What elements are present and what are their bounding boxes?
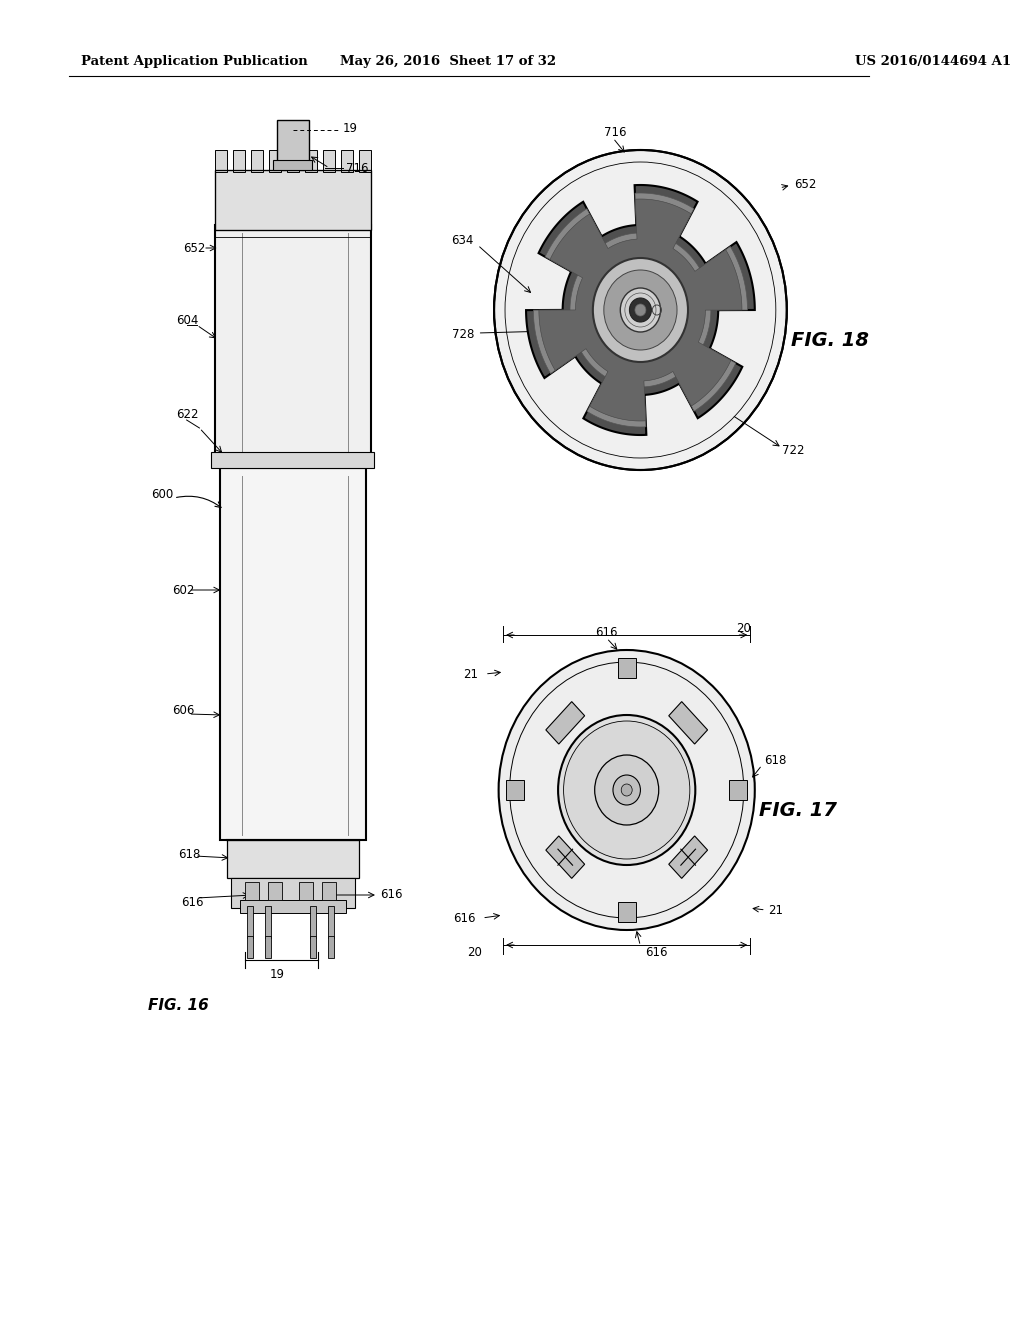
Bar [247,936,253,958]
Bar [617,902,636,921]
Circle shape [613,775,640,805]
Bar [230,878,355,908]
Circle shape [595,755,658,825]
Bar [669,702,708,744]
Bar [299,882,313,900]
Text: FIG. 17: FIG. 17 [760,800,838,820]
Text: 19: 19 [269,969,285,982]
Bar [251,150,263,172]
Bar [287,150,299,172]
Bar [322,882,336,900]
Circle shape [622,784,632,796]
Text: May 26, 2016  Sheet 17 of 32: May 26, 2016 Sheet 17 of 32 [340,55,556,69]
Polygon shape [526,185,755,436]
Text: FIG. 18: FIG. 18 [792,330,869,350]
Bar [506,780,524,800]
Bar [215,224,371,459]
Bar [310,906,315,939]
Circle shape [494,150,786,470]
Circle shape [563,721,690,859]
Text: 616: 616 [595,626,617,639]
Bar [215,150,227,172]
Text: 728: 728 [452,329,474,342]
Text: FIG. 16: FIG. 16 [148,998,209,1012]
Text: 600: 600 [151,488,173,502]
Bar [329,906,334,939]
Bar [240,900,346,913]
Bar [273,160,312,170]
Bar [729,780,748,800]
Bar [219,469,366,840]
Text: Patent Application Publication: Patent Application Publication [81,55,307,69]
Bar [245,882,259,900]
Bar [215,170,371,230]
Bar [215,224,371,459]
Bar [276,120,309,165]
Circle shape [558,715,695,865]
Text: 716: 716 [604,125,627,139]
Bar [247,906,253,939]
Bar [268,882,282,900]
Text: 20: 20 [467,945,482,958]
Text: 602: 602 [172,583,195,597]
Text: 20: 20 [736,622,752,635]
Bar [211,451,374,469]
Text: 622: 622 [176,408,199,421]
Polygon shape [539,199,742,421]
Bar [305,150,316,172]
Text: 652: 652 [183,242,206,255]
Text: 722: 722 [782,444,805,457]
Bar [232,150,245,172]
Text: 606: 606 [172,704,195,717]
Text: 616: 616 [380,888,402,902]
Text: 616: 616 [181,895,204,908]
Circle shape [621,288,660,333]
Bar [341,150,352,172]
Bar [219,469,366,840]
Bar [546,836,585,878]
Bar [546,702,585,744]
Circle shape [604,271,677,350]
Polygon shape [534,193,748,426]
Circle shape [593,257,688,362]
Bar [310,936,315,958]
Bar [329,936,334,958]
Circle shape [635,304,646,315]
Text: 616: 616 [454,912,476,924]
Text: 618: 618 [178,849,201,862]
Bar [269,150,281,172]
Text: 616: 616 [645,945,668,958]
Text: 21: 21 [768,903,783,916]
Bar [617,657,636,678]
Text: 716: 716 [346,161,369,174]
Bar [265,936,270,958]
Circle shape [499,649,755,931]
Bar [227,840,358,878]
Bar [215,170,371,230]
Text: 652: 652 [795,178,816,191]
Text: US 2016/0144694 A1: US 2016/0144694 A1 [855,55,1012,69]
Bar [323,150,335,172]
Bar [265,906,270,939]
Text: 21: 21 [464,668,478,681]
Text: 19: 19 [343,121,358,135]
Text: 634: 634 [452,234,474,247]
Bar [358,150,371,172]
Circle shape [630,298,651,322]
Text: 618: 618 [764,754,786,767]
Text: 604: 604 [176,314,198,326]
Bar [669,836,708,878]
